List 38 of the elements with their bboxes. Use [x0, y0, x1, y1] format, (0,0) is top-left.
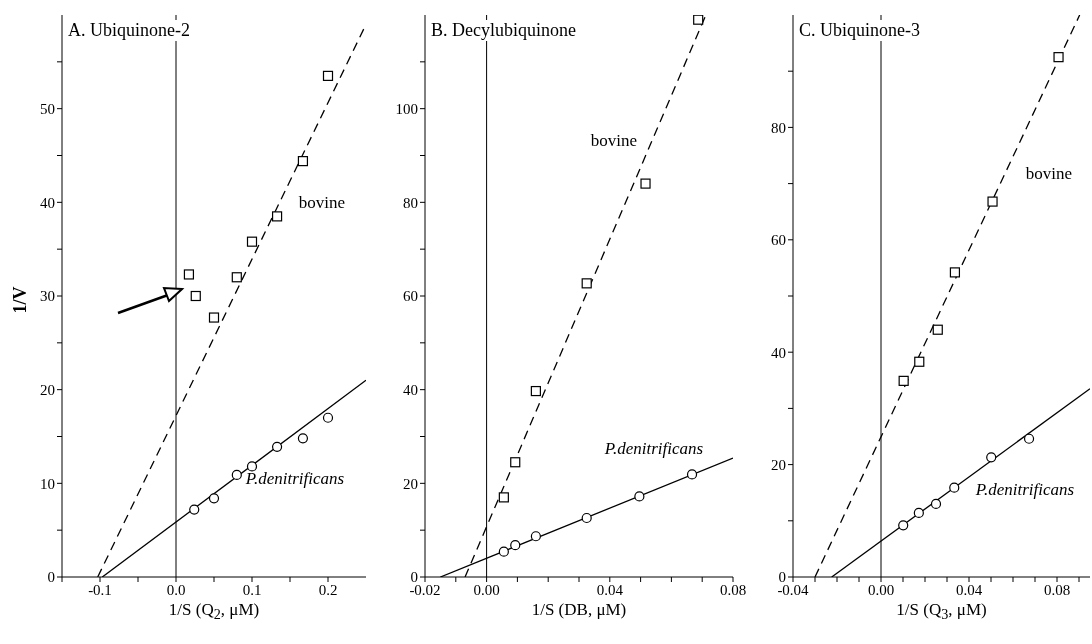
series-label: P.denitrificans	[604, 439, 704, 459]
x-tick-label: 0.1	[242, 581, 262, 598]
x-axis-title: 1/S (Q$_{3}$, μM)	[895, 600, 988, 624]
y-tick-label: 80	[771, 119, 786, 136]
x-tick-label: 0.00	[867, 581, 895, 598]
y-tick-label: 40	[40, 194, 55, 211]
x-tick-label: 0.08	[719, 581, 747, 598]
y-tick-label: 80	[403, 194, 418, 211]
x-tick-label: 0.0	[166, 581, 186, 598]
chart-title: B. Decylubiquinone	[429, 20, 578, 41]
x-tick-label: 0.04	[955, 581, 983, 598]
x-tick-label: 0.04	[596, 581, 624, 598]
x-tick-label: 0.00	[473, 581, 500, 598]
y-tick-label: 10	[40, 475, 55, 492]
x-axis-title: 1/S (DB, μM)	[530, 600, 628, 620]
y-tick-label: 40	[771, 344, 786, 361]
y-tick-label: 0	[47, 569, 55, 586]
y-tick-label: 40	[403, 381, 418, 398]
y-tick-label: 50	[40, 100, 55, 117]
y-tick-label: 100	[395, 100, 418, 117]
series-label: bovine	[298, 193, 346, 213]
chart-title: C. Ubiquinone-3	[797, 20, 922, 41]
y-tick-label: 20	[771, 456, 786, 473]
x-axis-title: 1/S (Q$_{2}$, μM)	[167, 600, 261, 624]
x-tick-label: 0.2	[318, 581, 338, 598]
y-tick-label: 60	[771, 232, 786, 249]
x-tick-label: -0.1	[88, 581, 112, 598]
chart-title: A. Ubiquinone-2	[66, 20, 192, 41]
y-tick-label: 20	[40, 381, 55, 398]
y-tick-label: 60	[403, 288, 418, 305]
series-label: P.denitrificans	[245, 469, 345, 489]
y-axis-title: 1/V	[9, 286, 31, 314]
y-tick-label: 20	[403, 475, 418, 492]
x-tick-label: 0.08	[1043, 581, 1071, 598]
series-label: bovine	[1025, 164, 1073, 184]
series-label: P.denitrificans	[975, 480, 1075, 500]
y-tick-label: 30	[40, 288, 55, 305]
series-label: bovine	[590, 131, 638, 151]
